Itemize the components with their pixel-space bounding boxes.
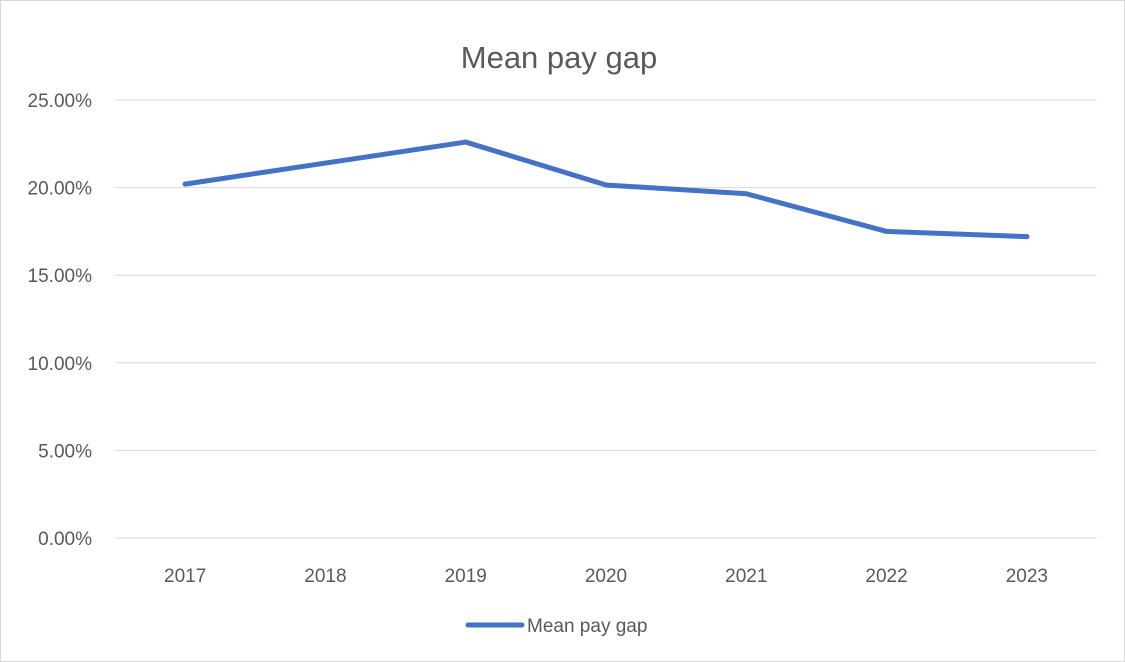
y-tick-label: 0.00% [38, 529, 92, 550]
gridlines [115, 99, 1097, 539]
chart-title: Mean pay gap [461, 40, 657, 75]
series-layer [182, 139, 1030, 240]
x-tick-label: 2021 [725, 566, 767, 587]
y-tick-label: 20.00% [28, 179, 93, 200]
data-point [884, 228, 890, 234]
x-tick-label: 2019 [445, 566, 487, 587]
x-tick-label: 2018 [304, 566, 346, 587]
series-line [182, 139, 1030, 240]
data-point [1024, 234, 1030, 240]
data-point [182, 181, 188, 187]
x-tick-label: 2023 [1006, 566, 1048, 587]
x-axis-tick-labels: 2017 2018 2019 2020 2021 2022 2023 [164, 566, 1048, 587]
data-point [322, 160, 328, 166]
x-tick-label: 2017 [164, 566, 206, 587]
y-tick-label: 5.00% [38, 441, 92, 462]
data-point [463, 139, 469, 145]
y-tick-label: 10.00% [28, 354, 93, 375]
legend-label: Mean pay gap [527, 616, 647, 637]
y-axis-tick-labels: 0.00% 5.00% 10.00% 15.00% 20.00% 25.00% [28, 91, 93, 550]
legend: Mean pay gap [465, 616, 647, 637]
y-tick-label: 15.00% [28, 266, 93, 287]
data-point [743, 191, 749, 197]
x-tick-label: 2022 [865, 566, 907, 587]
data-point [603, 182, 609, 188]
x-tick-label: 2020 [585, 566, 627, 587]
y-tick-label: 25.00% [28, 91, 93, 112]
